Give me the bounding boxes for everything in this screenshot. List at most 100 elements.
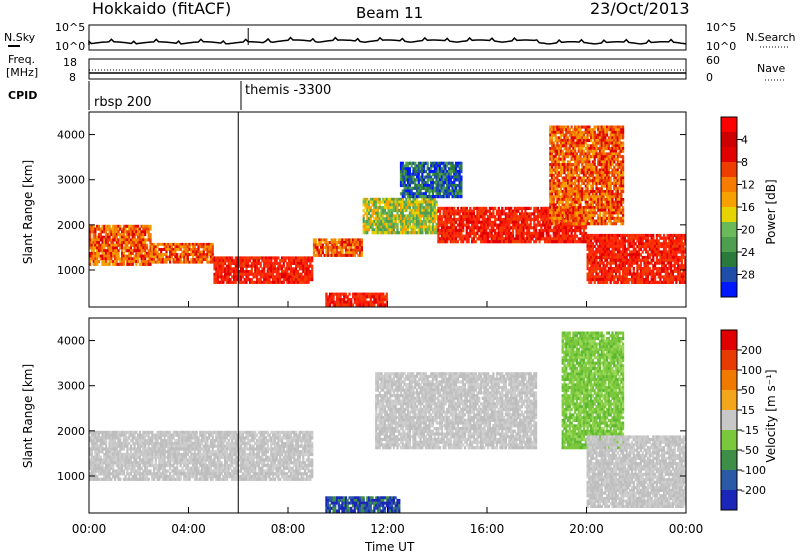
- data-cell: [556, 187, 558, 190]
- data-cell: [311, 273, 313, 276]
- data-cell: [316, 246, 318, 249]
- data-cell: [242, 267, 244, 270]
- data-cell: [473, 212, 475, 215]
- data-cell: [117, 249, 119, 252]
- data-cell: [610, 220, 612, 223]
- data-cell: [587, 185, 589, 188]
- data-cell: [300, 273, 302, 276]
- data-cell: [425, 170, 427, 173]
- data-cell: [578, 163, 580, 166]
- data-cell: [622, 163, 624, 166]
- data-cell: [386, 298, 388, 301]
- data-cell: [553, 222, 555, 225]
- data-cell: [144, 257, 146, 260]
- data-cell: [245, 281, 247, 284]
- data-cell: [615, 185, 617, 188]
- cpid-mode-1: rbsp 200: [94, 95, 152, 110]
- data-cell: [556, 169, 558, 172]
- data-cell: [350, 301, 352, 304]
- data-cell: [366, 231, 368, 234]
- data-cell: [592, 273, 594, 276]
- data-cell: [604, 220, 606, 223]
- data-cell: [595, 144, 597, 147]
- data-cell: [155, 248, 157, 251]
- data-cell: [98, 252, 100, 255]
- data-band: [213, 256, 313, 284]
- noise-sky-line: [89, 38, 686, 45]
- noise-left-tick-bottom: 10^0: [55, 40, 85, 53]
- data-cell: [247, 275, 249, 278]
- data-cell: [622, 128, 624, 131]
- data-cell: [619, 152, 621, 155]
- data-cell: [558, 220, 560, 223]
- data-cell: [439, 212, 441, 215]
- data-cell: [364, 298, 366, 301]
- data-cell: [153, 243, 155, 246]
- data-cell: [558, 160, 560, 163]
- data-cell: [601, 259, 603, 262]
- data-cell: [528, 229, 530, 232]
- data-cell: [604, 136, 606, 139]
- data-cell: [336, 249, 338, 252]
- data-cell: [311, 278, 313, 281]
- data-cell: [222, 281, 224, 284]
- data-cell: [608, 144, 610, 147]
- data-cell: [308, 281, 310, 284]
- freq-tick-bottom: 8: [69, 71, 76, 84]
- data-cell: [617, 214, 619, 217]
- data-cell: [558, 232, 560, 235]
- data-cell: [622, 136, 624, 139]
- data-cell: [512, 232, 514, 235]
- data-cell: [117, 252, 119, 255]
- data-cell: [203, 251, 205, 254]
- data-cell: [109, 236, 111, 239]
- data-cell: [393, 228, 395, 231]
- data-cell: [165, 261, 167, 264]
- data-cell: [256, 265, 258, 268]
- data-cell: [594, 163, 596, 166]
- data-cell: [547, 232, 549, 235]
- data-cell: [460, 167, 462, 170]
- data-cell: [130, 247, 132, 250]
- noise-left-label: N.Sky: [4, 31, 36, 44]
- noise-right-tick-top: 10^5: [706, 21, 736, 34]
- data-cell: [533, 221, 535, 224]
- data-cell: [606, 131, 608, 134]
- data-cell: [583, 144, 585, 147]
- data-cell: [622, 214, 624, 217]
- data-cell: [409, 170, 411, 173]
- data-cell: [553, 198, 555, 201]
- data-cell: [622, 187, 624, 190]
- data-cell: [421, 203, 423, 206]
- data-cell: [251, 267, 253, 270]
- data-cell: [622, 134, 624, 137]
- data-cell: [361, 251, 363, 254]
- data-cell: [537, 218, 539, 221]
- data-cell: [592, 187, 594, 190]
- data-cell: [588, 182, 590, 185]
- data-cell: [590, 281, 592, 284]
- data-cell: [560, 136, 562, 139]
- data-cell: [281, 267, 283, 270]
- data-cell: [212, 245, 214, 248]
- data-cell: [98, 225, 100, 228]
- data-cell: [322, 249, 324, 252]
- data-cell: [579, 203, 581, 206]
- data-cell: [423, 178, 425, 181]
- data-cell: [594, 160, 596, 163]
- data-cell: [613, 166, 615, 169]
- data-cell: [576, 152, 578, 155]
- data-cell: [571, 166, 573, 169]
- cpid-label: CPID: [8, 89, 37, 102]
- data-cell: [162, 256, 164, 259]
- data-cell: [404, 181, 406, 184]
- data-cell: [123, 252, 125, 255]
- data-cell: [332, 295, 334, 298]
- data-cell: [562, 222, 564, 225]
- data-cell: [228, 275, 230, 278]
- data-cell: [229, 278, 231, 281]
- data-cell: [128, 236, 130, 239]
- data-cell: [601, 201, 603, 204]
- data-cell: [622, 179, 624, 182]
- data-cell: [574, 232, 576, 235]
